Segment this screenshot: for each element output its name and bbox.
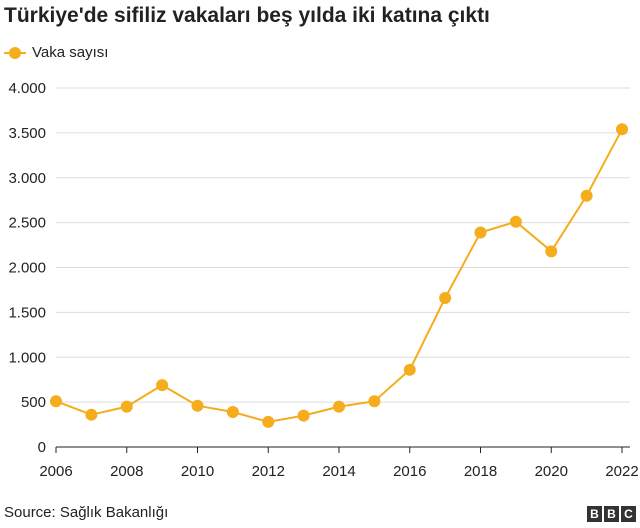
x-tick-label: 2012 xyxy=(252,463,285,480)
data-point xyxy=(156,379,169,392)
data-point xyxy=(580,189,593,202)
y-tick-label: 3.500 xyxy=(8,125,46,142)
y-tick-label: 1.000 xyxy=(8,349,46,366)
data-point xyxy=(439,292,452,305)
bbc-logo-letter: C xyxy=(621,506,636,522)
data-point xyxy=(297,409,310,422)
chart-title: Türkiye'de sifiliz vakaları beş yılda ik… xyxy=(4,4,490,27)
data-point xyxy=(509,215,522,228)
data-point xyxy=(545,245,558,258)
y-tick-label: 0 xyxy=(38,439,46,456)
x-tick-label: 2008 xyxy=(110,463,143,480)
data-point xyxy=(226,405,239,418)
data-point xyxy=(333,400,345,413)
x-tick-label: 2022 xyxy=(605,463,638,480)
data-point xyxy=(403,363,416,376)
data-point xyxy=(85,408,98,421)
data-point xyxy=(50,395,62,408)
y-tick-label: 500 xyxy=(21,394,46,411)
x-tick-label: 2016 xyxy=(393,463,426,480)
line-chart: 0 500 1.000 1.500 2.000 2.500 3.000 3.500 4.000 2… xyxy=(8,80,638,480)
data-point xyxy=(368,395,381,408)
data-point xyxy=(616,123,628,136)
y-tick-label: 2.000 xyxy=(8,260,46,277)
y-tick-label: 2.500 xyxy=(8,215,46,232)
data-point xyxy=(262,415,275,428)
x-tick-label: 2010 xyxy=(181,463,214,480)
x-tick-label: 2020 xyxy=(535,463,568,480)
legend: Vaka sayısı xyxy=(4,44,108,61)
x-tick-label: 2006 xyxy=(39,463,72,480)
y-tick-label: 3.000 xyxy=(8,170,46,187)
legend-marker-icon xyxy=(4,45,26,61)
data-point xyxy=(474,226,487,239)
series-line xyxy=(55,128,623,423)
y-tick-label: 1.500 xyxy=(8,304,46,321)
bbc-logo-letter: B xyxy=(604,506,619,522)
data-point xyxy=(191,399,204,412)
data-point xyxy=(120,400,133,413)
legend-label: Vaka sayısı xyxy=(32,44,109,61)
source-note: Source: Sağlık Bakanlığı xyxy=(4,504,169,521)
legend-dot xyxy=(9,46,21,59)
x-tick-label: 2014 xyxy=(322,463,355,480)
bbc-logo: B B C xyxy=(587,506,636,522)
bbc-logo-letter: B xyxy=(587,506,602,522)
x-tick-label: 2018 xyxy=(464,463,497,480)
y-tick-label: 4.000 xyxy=(8,80,46,97)
